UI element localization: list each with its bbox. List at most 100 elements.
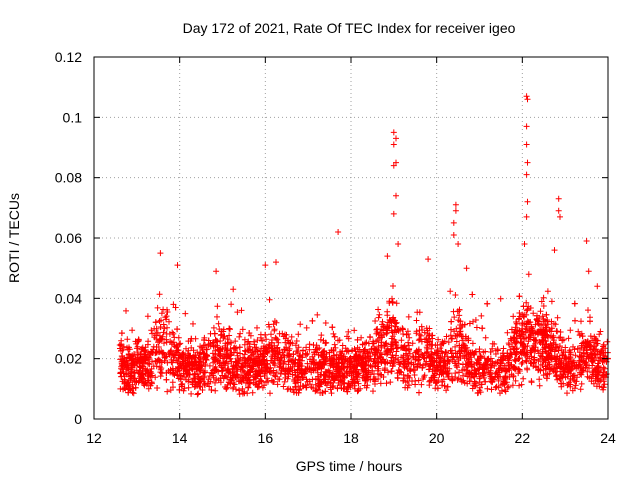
data-point (585, 307, 591, 314)
data-point (513, 319, 520, 325)
data-point (250, 363, 257, 369)
data-point (354, 362, 361, 369)
data-point (119, 347, 126, 353)
data-point (585, 268, 592, 275)
data-point (590, 371, 597, 378)
data-point (244, 370, 251, 377)
data-point (494, 346, 501, 353)
data-point (204, 380, 211, 387)
data-point (405, 382, 412, 389)
data-point (523, 171, 530, 178)
data-point (511, 356, 518, 363)
data-point (502, 374, 509, 381)
data-point (229, 377, 235, 384)
data-point (268, 357, 275, 364)
data-point (560, 371, 567, 378)
data-point (171, 334, 178, 341)
data-point (175, 364, 182, 371)
data-point (306, 356, 313, 363)
data-point (552, 321, 559, 328)
data-point (261, 356, 268, 363)
data-point (156, 336, 163, 343)
data-point (252, 348, 259, 355)
data-point (127, 374, 134, 380)
data-point (163, 369, 170, 376)
data-point (518, 381, 525, 388)
data-point (439, 382, 445, 389)
data-point (158, 365, 165, 372)
data-point (272, 348, 279, 355)
data-point (440, 340, 447, 347)
data-point (436, 359, 443, 366)
data-point (192, 354, 199, 361)
data-point (414, 363, 421, 370)
data-point (176, 367, 183, 374)
data-point (224, 341, 231, 347)
data-point (529, 327, 536, 334)
data-point (426, 354, 433, 361)
data-point (349, 347, 356, 354)
data-point (523, 358, 530, 365)
data-point (415, 347, 422, 354)
data-point (164, 388, 171, 395)
data-point (506, 367, 512, 373)
data-point (153, 332, 160, 339)
data-point (337, 348, 344, 355)
data-point (510, 372, 517, 379)
data-point (174, 326, 181, 333)
data-point (118, 330, 125, 337)
data-point (426, 338, 433, 345)
data-point (251, 338, 257, 345)
data-point (555, 207, 562, 214)
data-point (459, 337, 466, 344)
data-point (521, 346, 528, 353)
data-point (185, 376, 192, 383)
data-point (476, 375, 483, 382)
data-point (175, 352, 182, 359)
y-tick-label: 0.06 (55, 230, 82, 246)
data-point (230, 366, 237, 373)
data-point (218, 367, 225, 374)
data-point (583, 238, 590, 244)
data-point (384, 348, 391, 355)
data-point (303, 344, 310, 351)
data-point (397, 368, 404, 375)
data-point (460, 372, 466, 379)
data-point (308, 384, 315, 391)
data-point (528, 347, 535, 354)
data-point (412, 381, 419, 388)
data-point (524, 198, 531, 205)
data-point (190, 320, 196, 327)
data-point (295, 389, 302, 396)
data-point (565, 335, 572, 342)
data-point (155, 349, 162, 355)
data-point (141, 359, 148, 366)
data-point (329, 324, 336, 331)
x-tick-label: 20 (429, 430, 445, 446)
data-point (351, 327, 358, 334)
data-point (555, 347, 562, 354)
data-point (387, 360, 394, 367)
data-point (375, 314, 382, 321)
data-point (519, 325, 525, 332)
data-point (539, 362, 546, 368)
data-point (540, 358, 547, 365)
data-point (385, 369, 391, 376)
data-point (135, 337, 142, 344)
data-point (573, 378, 580, 385)
data-point (558, 380, 565, 387)
data-point (208, 369, 215, 376)
data-point (262, 331, 269, 338)
data-point (551, 247, 558, 254)
data-point (532, 363, 539, 370)
data-point (361, 348, 368, 355)
data-point (540, 303, 547, 309)
data-point (387, 317, 394, 324)
data-point (381, 367, 388, 374)
data-point (139, 344, 146, 351)
data-point (275, 351, 282, 358)
data-point (285, 385, 292, 392)
data-point (239, 326, 246, 333)
data-point (224, 381, 231, 388)
data-point (434, 379, 440, 386)
